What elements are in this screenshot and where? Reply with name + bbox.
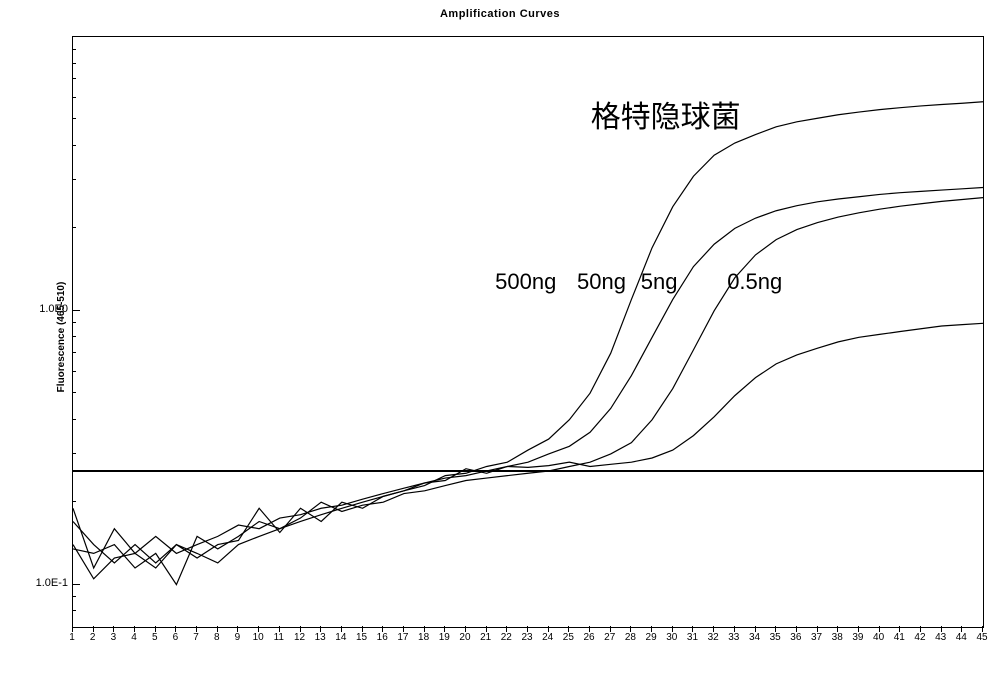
plot-area (72, 36, 984, 628)
annotation: 500ng (495, 269, 556, 295)
x-tick-label: 40 (873, 632, 884, 643)
annotation: 格特隐球菌 (591, 92, 741, 136)
x-tick-label: 1 (69, 632, 75, 643)
series-0.5ng (73, 323, 983, 578)
y-minor-tick (72, 336, 76, 337)
x-tick-label: 9 (235, 632, 241, 643)
x-tick-label: 11 (274, 632, 284, 643)
x-tick-label: 5 (152, 632, 158, 643)
y-minor-tick (72, 501, 76, 502)
series-50ng (73, 188, 983, 568)
x-tick-label: 6 (173, 632, 179, 643)
x-tick-label: 32 (708, 632, 719, 643)
x-tick-label: 35 (770, 632, 781, 643)
y-minor-tick (72, 352, 76, 353)
x-tick-label: 19 (439, 632, 450, 643)
x-tick-label: 25 (563, 632, 574, 643)
series-5ng (73, 198, 983, 585)
y-minor-tick (72, 322, 76, 323)
y-major-tick (72, 310, 80, 311)
x-tick-label: 22 (501, 632, 512, 643)
x-tick-label: 45 (976, 632, 987, 643)
y-minor-tick (72, 145, 76, 146)
x-tick-label: 41 (894, 632, 905, 643)
x-tick-label: 14 (335, 632, 346, 643)
x-tick-label: 31 (687, 632, 698, 643)
x-tick-label: 44 (956, 632, 967, 643)
y-minor-tick (72, 453, 76, 454)
y-minor-tick (72, 97, 76, 98)
y-minor-tick (72, 179, 76, 180)
x-tick-label: 20 (459, 632, 470, 643)
x-tick-label: 26 (583, 632, 594, 643)
y-minor-tick (72, 371, 76, 372)
y-major-tick (72, 584, 80, 585)
curves-svg (73, 37, 983, 627)
x-tick-label: 15 (356, 632, 367, 643)
y-tick-label: 1.0E0 (28, 303, 68, 315)
y-tick-label: 1.0E-1 (28, 577, 68, 589)
annotation: 0.5ng (727, 269, 782, 295)
x-tick-label: 36 (790, 632, 801, 643)
x-tick-label: 13 (315, 632, 326, 643)
x-tick-label: 43 (935, 632, 946, 643)
y-minor-tick (72, 118, 76, 119)
x-tick-label: 12 (294, 632, 305, 643)
x-tick-label: 7 (193, 632, 199, 643)
x-tick-label: 29 (646, 632, 657, 643)
x-tick-label: 10 (253, 632, 264, 643)
x-tick-label: 38 (832, 632, 843, 643)
x-tick-label: 33 (728, 632, 739, 643)
x-tick-label: 16 (377, 632, 388, 643)
y-minor-tick (72, 419, 76, 420)
x-tick-label: 21 (480, 632, 491, 643)
annotation: 5ng (641, 269, 678, 295)
x-tick-label: 42 (914, 632, 925, 643)
y-minor-tick (72, 63, 76, 64)
x-tick-label: 4 (131, 632, 137, 643)
x-tick-label: 37 (811, 632, 822, 643)
x-tick-label: 18 (418, 632, 429, 643)
x-tick-label: 39 (852, 632, 863, 643)
x-tick-label: 2 (90, 632, 96, 643)
y-axis-label: Fluorescence (465-510) (56, 282, 67, 393)
x-tick-label: 34 (749, 632, 760, 643)
series-500ng (73, 102, 983, 563)
x-tick-label: 24 (542, 632, 553, 643)
x-tick-label: 17 (397, 632, 408, 643)
x-tick-label: 30 (666, 632, 677, 643)
x-tick-label: 27 (604, 632, 615, 643)
x-tick-label: 3 (111, 632, 117, 643)
x-tick-label: 28 (625, 632, 636, 643)
y-minor-tick (72, 49, 76, 50)
annotation: 50ng (577, 269, 626, 295)
x-tick-label: 8 (214, 632, 220, 643)
y-minor-tick (72, 610, 76, 611)
y-minor-tick (72, 78, 76, 79)
x-tick-label: 23 (521, 632, 532, 643)
y-minor-tick (72, 392, 76, 393)
y-minor-tick (72, 227, 76, 228)
chart-title: Amplification Curves (440, 8, 560, 20)
y-minor-tick (72, 596, 76, 597)
